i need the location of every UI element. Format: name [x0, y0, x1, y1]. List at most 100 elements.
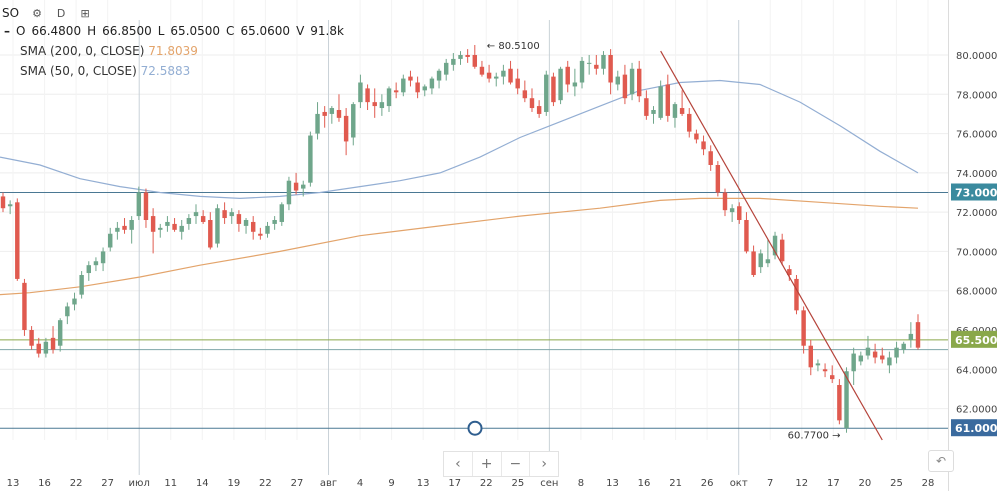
candle-body — [265, 225, 270, 234]
candle-body — [594, 64, 599, 69]
candle-body — [208, 220, 213, 248]
candle-body — [365, 88, 370, 103]
x-tick-label: 12 — [795, 478, 808, 489]
candle-body — [887, 357, 892, 366]
candle-body — [65, 306, 70, 317]
x-tick-label: 28 — [922, 478, 935, 489]
low-label: L — [157, 24, 165, 38]
candle-body — [315, 113, 320, 134]
y-tick-label: 64.0000 — [956, 365, 997, 376]
candle-body — [729, 208, 735, 213]
candle-body — [815, 363, 821, 366]
zoom-in-button[interactable]: + — [473, 452, 502, 476]
y-tick-label: 76.0000 — [956, 130, 997, 141]
candle-body — [822, 369, 828, 372]
y-tick-label: 74.0000 — [956, 169, 997, 180]
x-tick-label: 22 — [480, 478, 493, 489]
x-tick-label: 26 — [701, 478, 714, 489]
candle-body — [43, 341, 49, 354]
open-label: O — [16, 24, 26, 38]
price-tag-label: 65.5000 — [955, 334, 997, 347]
candle-body — [15, 202, 20, 279]
price-tag-label: 61.0000 — [955, 422, 997, 435]
x-tick-label: 25 — [511, 478, 524, 489]
candle-body — [615, 76, 620, 85]
candle-body — [694, 133, 699, 140]
candle-body — [401, 78, 406, 93]
candle-body — [193, 212, 199, 217]
x-tick-label: 9 — [388, 478, 394, 489]
sma50-line — [0, 79, 919, 200]
candle-body — [558, 68, 563, 101]
candle-body — [880, 355, 885, 360]
candle-body — [322, 111, 327, 116]
candle-body — [422, 86, 427, 91]
candle-body — [522, 90, 528, 99]
candle-body — [293, 182, 299, 191]
scroll-right-button[interactable]: › — [541, 456, 547, 472]
y-tick-label: 80.0000 — [956, 51, 997, 62]
candle-body — [472, 55, 478, 67]
candle-body — [272, 220, 277, 224]
close-label: C — [226, 24, 235, 38]
candle-body — [108, 233, 113, 248]
candle-body — [358, 82, 363, 103]
high-value: 66.8500 — [102, 24, 152, 38]
candle-body — [72, 298, 77, 305]
x-tick-label: 27 — [101, 478, 114, 489]
candle-body — [329, 108, 335, 114]
candle-body — [465, 55, 470, 57]
sma50-label: SMA (50, 0, CLOSE) — [20, 64, 137, 78]
sma200-legend[interactable]: SMA (200, 0, CLOSE) 71.8039 — [20, 44, 198, 58]
candle-body — [915, 322, 921, 348]
candle-body — [372, 102, 377, 107]
candle-body — [0, 196, 6, 209]
candle-body — [708, 151, 713, 165]
candle-body — [279, 204, 285, 222]
zoom-out-button[interactable]: − — [502, 452, 531, 476]
candle-body — [751, 251, 756, 275]
x-tick-label: июл — [129, 478, 150, 489]
add-compare-icon[interactable]: ⊞ — [80, 6, 90, 20]
candle-body — [115, 227, 120, 232]
candle-body — [737, 206, 742, 220]
candle-body — [851, 353, 856, 372]
candle-body — [629, 68, 635, 95]
sma50-legend[interactable]: SMA (50, 0, CLOSE) 72.5883 — [20, 64, 190, 78]
y-tick-label: 62.0000 — [956, 405, 997, 416]
candle-body — [644, 98, 649, 116]
candle-body — [779, 239, 785, 262]
x-tick-label: 4 — [357, 478, 363, 489]
candle-body — [508, 68, 513, 83]
candle-body — [229, 212, 234, 217]
x-tick-label: 27 — [291, 478, 304, 489]
volume-label: V — [296, 24, 305, 38]
scroll-left-button[interactable]: ‹ — [444, 452, 473, 476]
candle-body — [844, 371, 849, 429]
x-tick-label: 21 — [669, 478, 682, 489]
candle-body — [443, 62, 449, 75]
sma50-value: 72.5883 — [140, 64, 191, 78]
alert-marker — [467, 420, 483, 436]
gear-icon[interactable]: ⚙ — [32, 6, 42, 20]
candle-body — [722, 192, 728, 211]
candle-body — [122, 225, 127, 230]
interval-selector[interactable]: D — [56, 6, 66, 20]
x-tick-label: авг — [320, 478, 337, 489]
sma200-label: SMA (200, 0, CLOSE) — [20, 44, 145, 58]
candle-body — [336, 110, 342, 118]
candle-body — [579, 60, 585, 83]
candle-body — [29, 330, 34, 346]
reset-chart-button[interactable]: ↶ — [928, 450, 954, 472]
candle-body — [701, 141, 706, 150]
candle-body — [86, 265, 91, 274]
candle-body — [801, 310, 806, 346]
symbol-label[interactable]: SO — [2, 6, 20, 20]
x-tick-label: окт — [730, 478, 748, 489]
y-tick-label: 68.0000 — [956, 287, 997, 298]
candle-body — [672, 104, 678, 118]
candle-body — [308, 135, 313, 183]
x-tick-label: 17 — [827, 478, 840, 489]
candle-body — [408, 76, 413, 81]
